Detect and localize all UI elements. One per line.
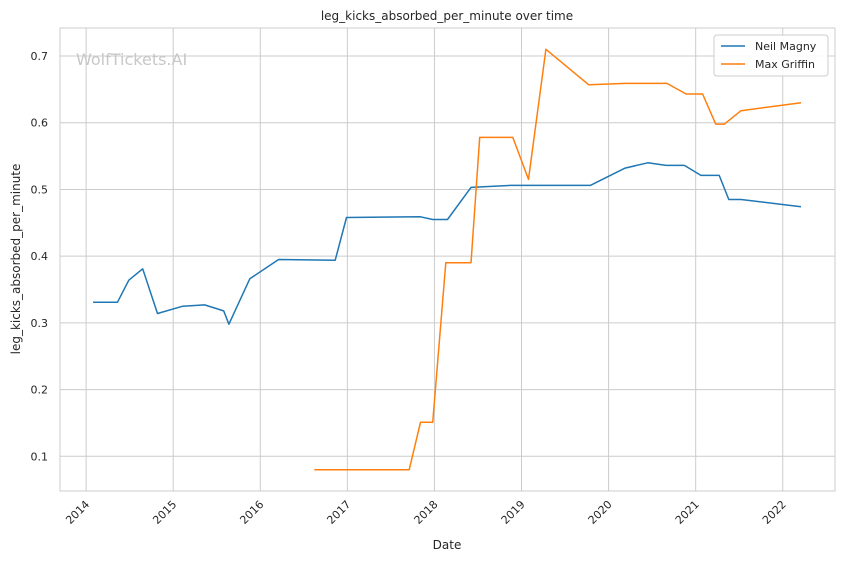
x-tick-label: 2016: [237, 498, 266, 527]
y-tick-label: 0.3: [31, 317, 49, 330]
x-tick-label: 2019: [499, 498, 528, 527]
legend-label-max-griffin: Max Griffin: [755, 58, 815, 71]
x-tick-label: 2014: [63, 498, 92, 527]
y-tick-label: 0.2: [31, 384, 49, 397]
y-tick-labels: 0.1 0.2 0.3 0.4 0.5 0.6 0.7: [31, 50, 49, 463]
series-line-max-griffin: [314, 48, 802, 471]
y-tick-label: 0.7: [31, 50, 49, 63]
x-tick-labels: 2014 2015 2016 2017 2018 2019 2020 2021 2022: [63, 498, 789, 527]
grid-lines: [60, 28, 835, 491]
x-tick-label: 2021: [673, 498, 702, 527]
x-tick-label: 2017: [324, 498, 353, 527]
legend-label-neil-magny: Neil Magny: [755, 40, 817, 53]
x-tick-label: 2022: [760, 498, 789, 527]
x-axis-label: Date: [433, 538, 462, 552]
plot-background: [60, 28, 835, 491]
y-tick-label: 0.4: [31, 250, 49, 263]
plot-frame: [59, 27, 836, 492]
series-lines: [93, 48, 802, 471]
x-tick-label: 2015: [150, 498, 179, 527]
y-axis-label: leg_kicks_absorbed_per_minute: [9, 164, 23, 355]
y-tick-label: 0.5: [31, 183, 49, 196]
watermark-text: WolfTickets.AI: [76, 50, 187, 69]
chart-title: leg_kicks_absorbed_per_minute over time: [321, 9, 573, 23]
legend: Neil Magny Max Griffin: [713, 34, 829, 77]
series-line-neil-magny: [93, 162, 802, 325]
y-tick-label: 0.1: [31, 450, 49, 463]
y-tick-label: 0.6: [31, 117, 49, 130]
x-tick-label: 2018: [412, 498, 441, 527]
x-tick-label: 2020: [586, 498, 615, 527]
